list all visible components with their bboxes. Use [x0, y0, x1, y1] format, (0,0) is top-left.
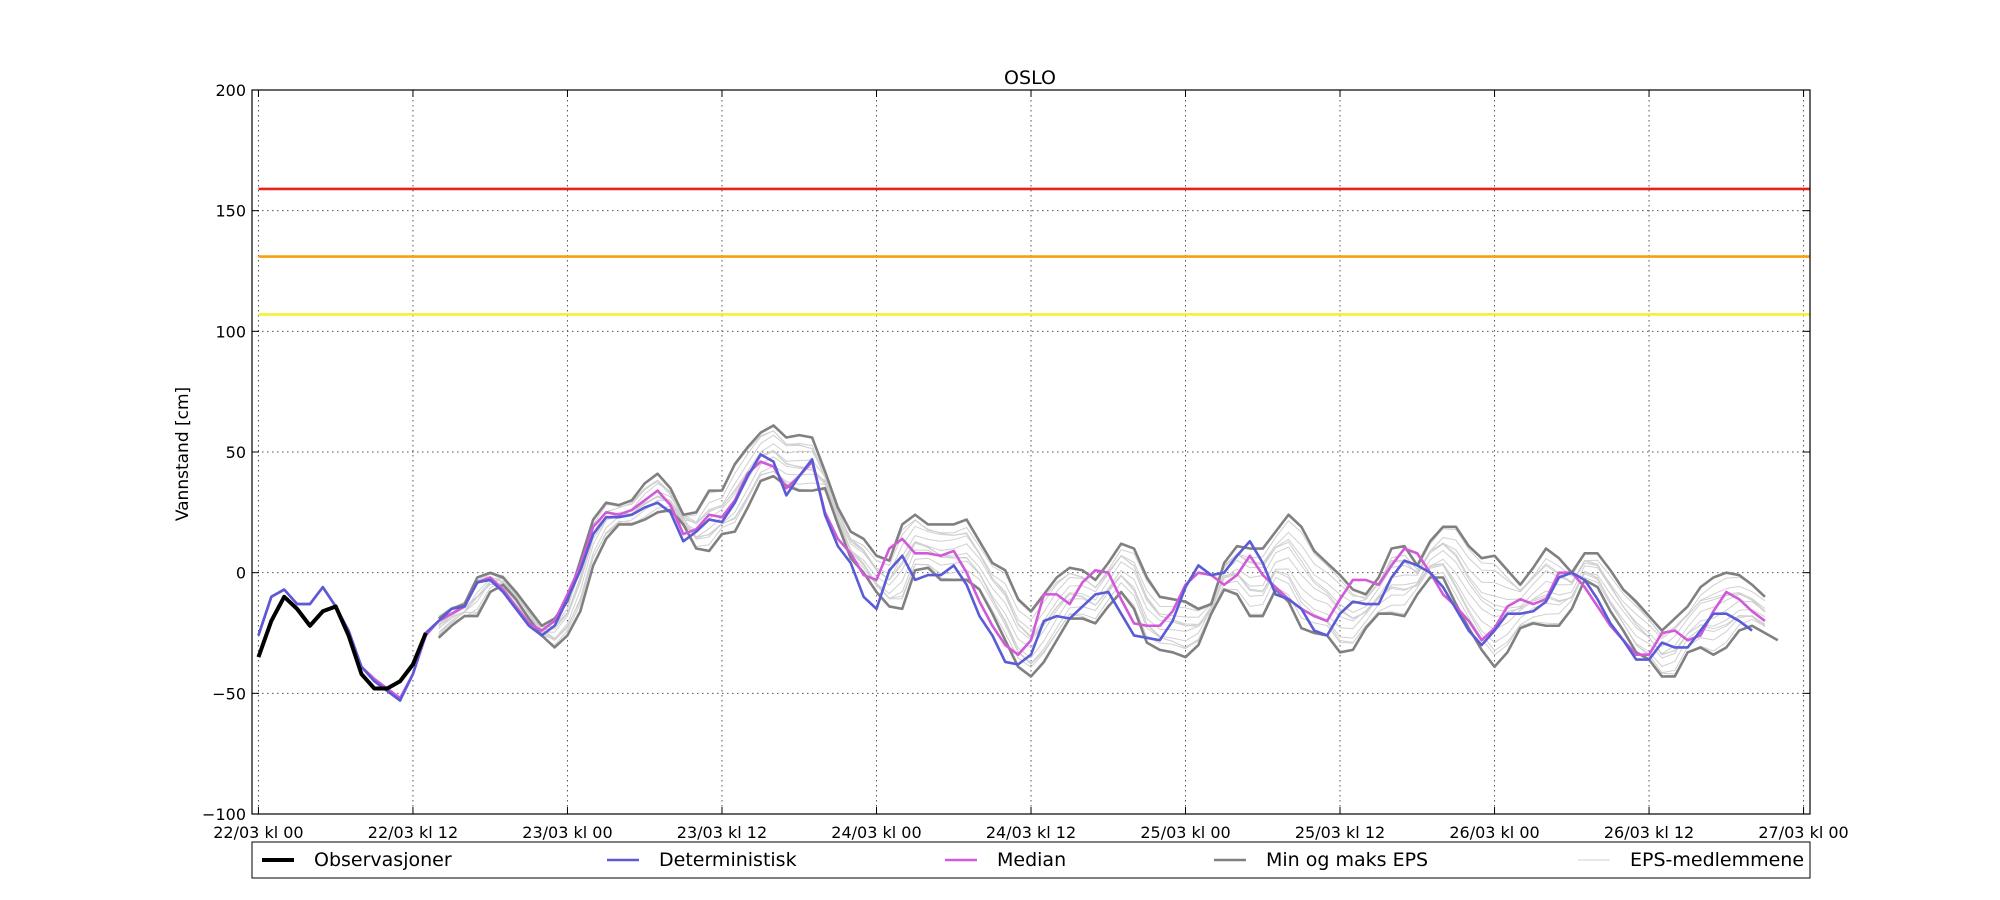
- ensemble-member-line: [438, 434, 1766, 640]
- chart-title: OSLO: [1004, 67, 1056, 89]
- x-tick-label: 25/03 kl 00: [1140, 823, 1230, 842]
- legend-frame: [251, 841, 1811, 879]
- ensemble-member-line: [438, 450, 1766, 656]
- legend-label: Median: [997, 849, 1066, 871]
- legend-label: Deterministisk: [659, 849, 797, 871]
- series-lines: [256, 424, 1779, 702]
- ensemble-member-line: [438, 443, 1766, 648]
- y-tick-label: 200: [215, 81, 246, 100]
- x-tick-label: 23/03 kl 12: [677, 823, 767, 842]
- y-tick-label: −100: [202, 805, 246, 824]
- observations-line: [256, 594, 428, 691]
- x-tick-label: 27/03 kl 00: [1758, 823, 1848, 842]
- y-tick-label: 50: [226, 443, 246, 462]
- y-tick-label: 0: [236, 564, 246, 583]
- x-tick-label: 26/03 kl 12: [1604, 823, 1694, 842]
- x-tick-label: 25/03 kl 12: [1295, 823, 1385, 842]
- ensemble-member-line: [438, 449, 1766, 655]
- y-tick-label: 100: [215, 322, 246, 341]
- x-tick-label: 22/03 kl 00: [213, 823, 303, 842]
- legend: Observasjoner Deterministisk Median Min og …: [251, 841, 1811, 879]
- ensemble-member-line: [438, 430, 1766, 638]
- ensemble-member-line: [438, 470, 1766, 674]
- x-tick-label: 24/03 kl 00: [831, 823, 921, 842]
- ensemble-member-line: [438, 450, 1766, 655]
- grid: [252, 90, 1810, 814]
- x-tick-label: 23/03 kl 00: [522, 823, 612, 842]
- legend-label: Observasjoner: [314, 849, 452, 871]
- ensemble-member-line: [438, 430, 1766, 637]
- ensemble-members: [438, 430, 1766, 675]
- x-tick-label: 24/03 kl 12: [986, 823, 1076, 842]
- threshold-lines: [258, 187, 1810, 316]
- median-line: [257, 460, 1766, 700]
- y-tick-label: −50: [212, 684, 246, 703]
- deterministic-line: [257, 453, 1753, 702]
- y-tick-label: 150: [215, 202, 246, 221]
- x-tick-label: 26/03 kl 00: [1449, 823, 1539, 842]
- eps-minmax-line: [437, 474, 1779, 678]
- legend-label: EPS-medlemmene: [1630, 849, 1804, 871]
- x-tick-label: 22/03 kl 12: [368, 823, 458, 842]
- y-axis-label: Vannstand [cm]: [173, 387, 193, 521]
- legend-label: Min og maks EPS: [1266, 849, 1428, 871]
- ensemble-member-line: [438, 456, 1766, 659]
